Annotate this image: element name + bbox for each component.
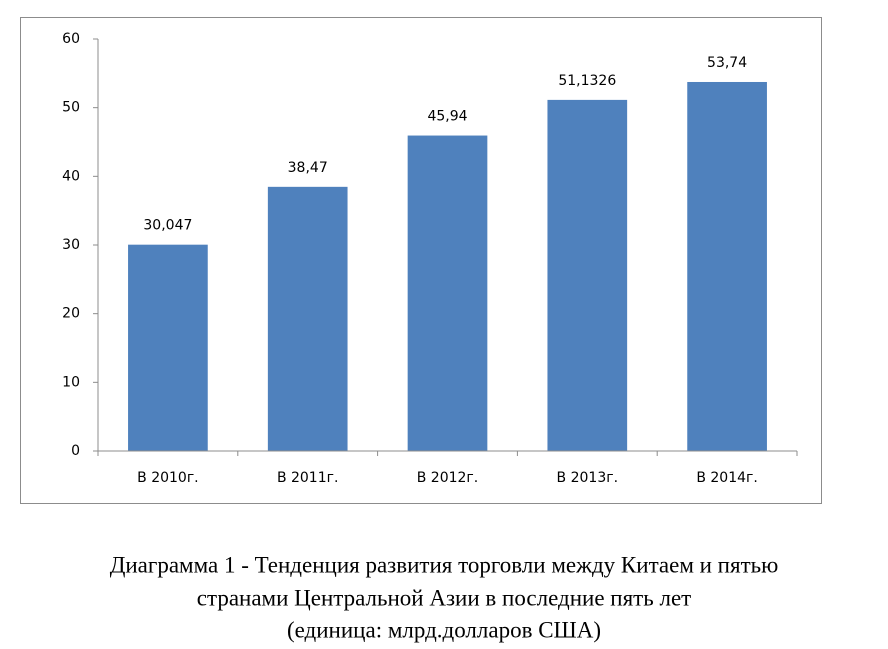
value-label: 53,74 [707,55,747,71]
bar [267,186,348,451]
caption: Диаграмма 1 - Тенденция развития торговл… [110,552,779,577]
y-tick-label: 60 [62,31,80,47]
y-tick-label: 40 [62,168,80,184]
bar [687,81,767,451]
x-tick-label: В 2014г. [696,470,758,486]
y-tick-label: 50 [62,100,80,116]
y-tick-label: 30 [62,237,80,253]
value-label: 30,047 [143,218,192,234]
caption: странами Центральной Азии в последние пя… [197,585,691,610]
bar [407,135,488,451]
y-tick-label: 20 [62,306,80,322]
caption: (единица: млрд.долларов США) [287,617,601,642]
x-tick-label: В 2011г. [277,470,339,486]
bar [547,99,628,452]
value-label: 38,47 [288,160,328,176]
x-tick-label: В 2013г. [557,470,619,486]
value-label: 51,1326 [558,73,616,89]
bar [128,244,208,451]
y-tick-label: 10 [62,374,80,390]
value-label: 45,94 [427,109,467,125]
x-tick-label: В 2012г. [417,470,479,486]
x-tick-label: В 2010г. [137,470,199,486]
y-tick-label: 0 [71,443,80,459]
